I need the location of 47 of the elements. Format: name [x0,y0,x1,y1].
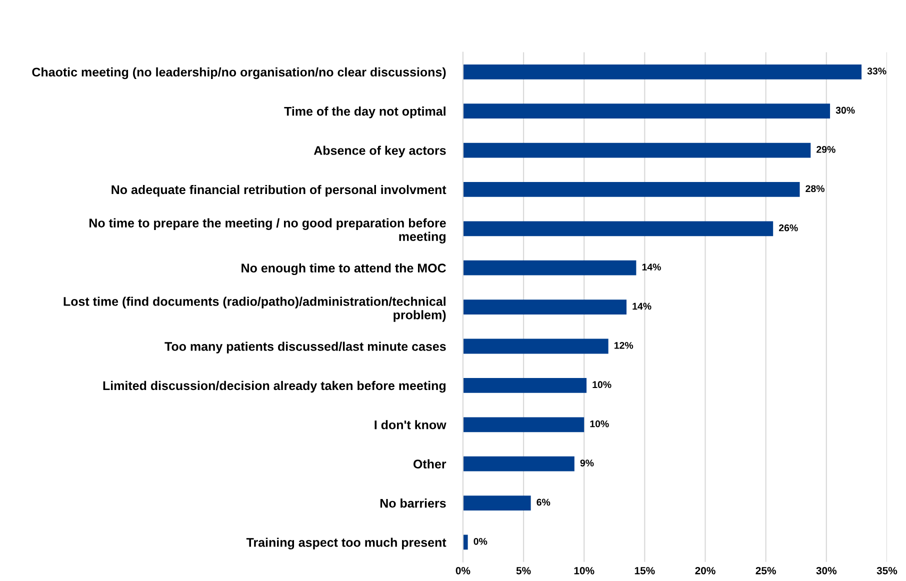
y-tick-label: No time to prepare the meeting / no good preparation before meeting [89,218,446,244]
data-label: 6% [536,498,550,506]
data-label: 0% [474,538,488,545]
data-label: 29% [816,146,836,153]
bar [462,300,627,315]
x-tick-label: 30% [816,566,837,574]
x-tick-label: 25% [756,566,776,574]
y-tick-label: No adequate financial retribution of personal involvment [112,184,446,197]
bar [462,142,811,158]
y-tick-label: Training aspect too much present [246,538,446,550]
y-tick-label: Chaotic meeting (no leadership/no organisation/no clear discussions) [32,67,446,80]
bar [462,221,774,236]
bar [462,456,574,472]
x-tick-label: 15% [634,566,655,574]
data-label: 28% [806,185,825,192]
y-tick-label: Absence of key actors [314,146,446,158]
data-label: 30% [836,106,855,114]
x-tick-label: 0% [456,566,470,574]
data-label: 14% [632,302,652,310]
data-label: 33% [867,68,886,75]
bar [462,338,608,354]
data-label: 26% [778,224,798,232]
y-tick-label: No barriers [380,498,446,508]
x-tick-label: 10% [574,566,594,574]
data-label: 10% [592,381,612,388]
bar [462,534,468,550]
y-tick-label: I don't know [374,420,446,430]
data-label: 12% [614,342,634,349]
bar [462,496,531,510]
x-tick-label: 20% [695,566,716,574]
y-tick-label: Other [413,459,446,468]
y-tick-label: Too many patients discussed/last minute cases [164,342,446,354]
bar [462,417,584,432]
bar [462,260,636,276]
y-tick-label: Limited discussion/decision already taken before meeting [103,380,446,393]
data-label: 14% [642,264,661,270]
y-tick-label: Lost time (find documents (radio/patho)/administration/technical problem) [64,296,446,322]
bar [462,182,800,197]
bar [462,64,862,80]
y-tick-label: No enough time to attend the MOC [242,263,446,276]
data-label: 10% [590,420,609,428]
x-tick-label: 5% [516,566,531,574]
x-tick-label: 35% [876,566,898,574]
data-label: 9% [580,460,594,466]
y-tick-label: Time of the day not optimal [284,106,446,118]
bar [462,104,830,119]
bar [462,378,587,393]
